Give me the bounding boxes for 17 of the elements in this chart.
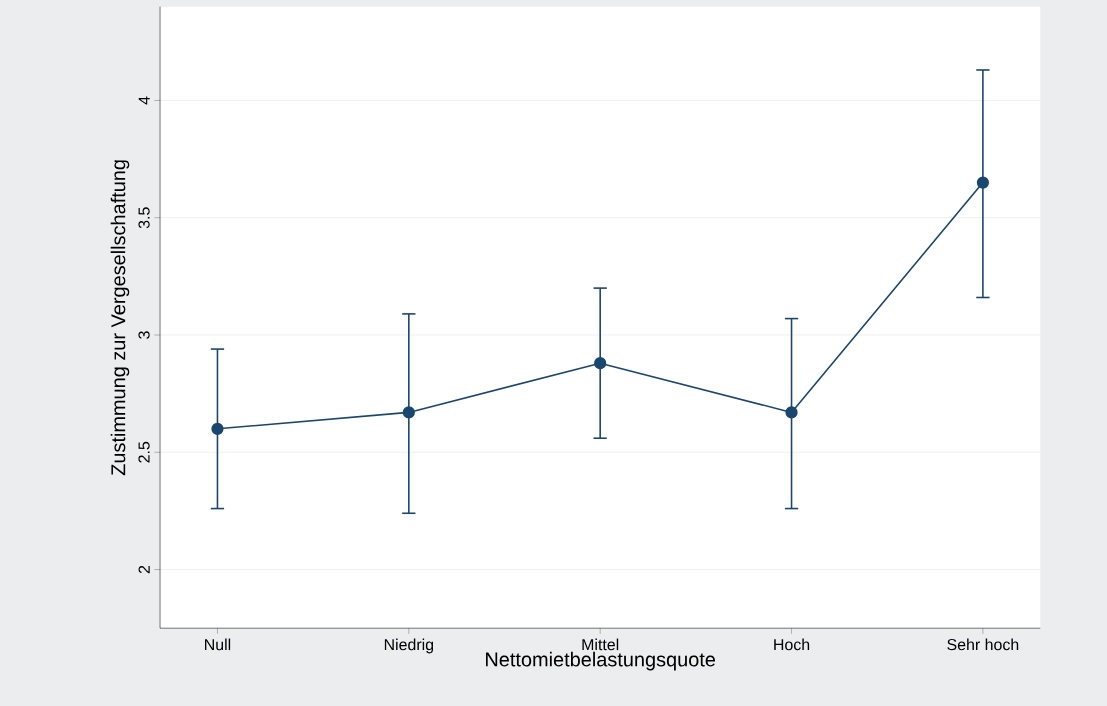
x-tick-label: Null	[205, 638, 231, 651]
y-tick-label: 4	[138, 96, 150, 105]
x-tick-label: Niedrig	[384, 638, 434, 654]
x-tick-label: Sehr hoch	[947, 638, 1019, 651]
y-tick-label: 2.5	[138, 442, 150, 463]
x-tick-label: Mittel	[582, 638, 619, 651]
point	[211, 422, 224, 436]
point	[402, 406, 415, 419]
point	[594, 357, 607, 370]
x-axis-title: Nettomietbelastungsquote	[486, 652, 716, 671]
point	[785, 406, 798, 419]
y-axis-title: Zustimmung zur Vergesellschaftung	[110, 160, 130, 476]
point	[976, 176, 990, 189]
y-tick-label: 2	[138, 566, 150, 574]
y-tick-label: 3	[138, 331, 150, 340]
y-tick-label: 3.5	[138, 207, 150, 229]
x-tick-label: Hoch	[774, 638, 810, 651]
